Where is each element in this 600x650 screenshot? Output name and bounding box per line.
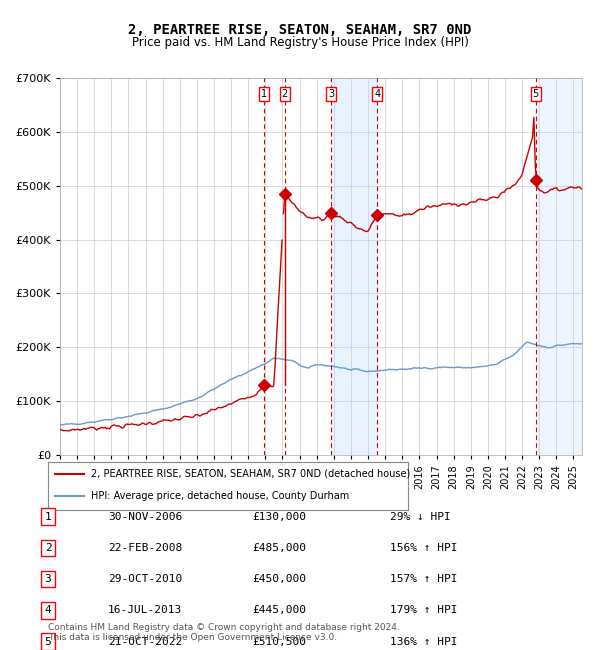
- Text: 5: 5: [44, 636, 52, 647]
- Text: 1: 1: [261, 89, 267, 99]
- Text: 157% ↑ HPI: 157% ↑ HPI: [390, 574, 458, 584]
- Text: £450,000: £450,000: [252, 574, 306, 584]
- Text: 21-OCT-2022: 21-OCT-2022: [108, 636, 182, 647]
- Bar: [536, 78, 582, 455]
- Text: Contains HM Land Registry data © Crown copyright and database right 2024.
This d: Contains HM Land Registry data © Crown c…: [48, 623, 400, 642]
- Text: 29% ↓ HPI: 29% ↓ HPI: [390, 512, 451, 522]
- Bar: [331, 78, 377, 455]
- Text: £510,500: £510,500: [252, 636, 306, 647]
- Text: 5: 5: [533, 89, 539, 99]
- Text: 136% ↑ HPI: 136% ↑ HPI: [390, 636, 458, 647]
- Text: £130,000: £130,000: [252, 512, 306, 522]
- Text: 3: 3: [328, 89, 334, 99]
- Text: 16-JUL-2013: 16-JUL-2013: [108, 605, 182, 616]
- Text: HPI: Average price, detached house, County Durham: HPI: Average price, detached house, Coun…: [91, 491, 349, 500]
- Text: 2: 2: [44, 543, 52, 553]
- Text: 156% ↑ HPI: 156% ↑ HPI: [390, 543, 458, 553]
- Text: £485,000: £485,000: [252, 543, 306, 553]
- Text: 29-OCT-2010: 29-OCT-2010: [108, 574, 182, 584]
- Text: 179% ↑ HPI: 179% ↑ HPI: [390, 605, 458, 616]
- Text: 2, PEARTREE RISE, SEATON, SEAHAM, SR7 0ND (detached house): 2, PEARTREE RISE, SEATON, SEAHAM, SR7 0N…: [91, 469, 410, 478]
- Text: 30-NOV-2006: 30-NOV-2006: [108, 512, 182, 522]
- Text: Price paid vs. HM Land Registry's House Price Index (HPI): Price paid vs. HM Land Registry's House …: [131, 36, 469, 49]
- Text: 2, PEARTREE RISE, SEATON, SEAHAM, SR7 0ND: 2, PEARTREE RISE, SEATON, SEAHAM, SR7 0N…: [128, 23, 472, 37]
- Text: 3: 3: [44, 574, 52, 584]
- Text: 22-FEB-2008: 22-FEB-2008: [108, 543, 182, 553]
- Text: 4: 4: [374, 89, 380, 99]
- Text: 4: 4: [44, 605, 52, 616]
- Text: £445,000: £445,000: [252, 605, 306, 616]
- Text: 1: 1: [44, 512, 52, 522]
- Text: 2: 2: [281, 89, 288, 99]
